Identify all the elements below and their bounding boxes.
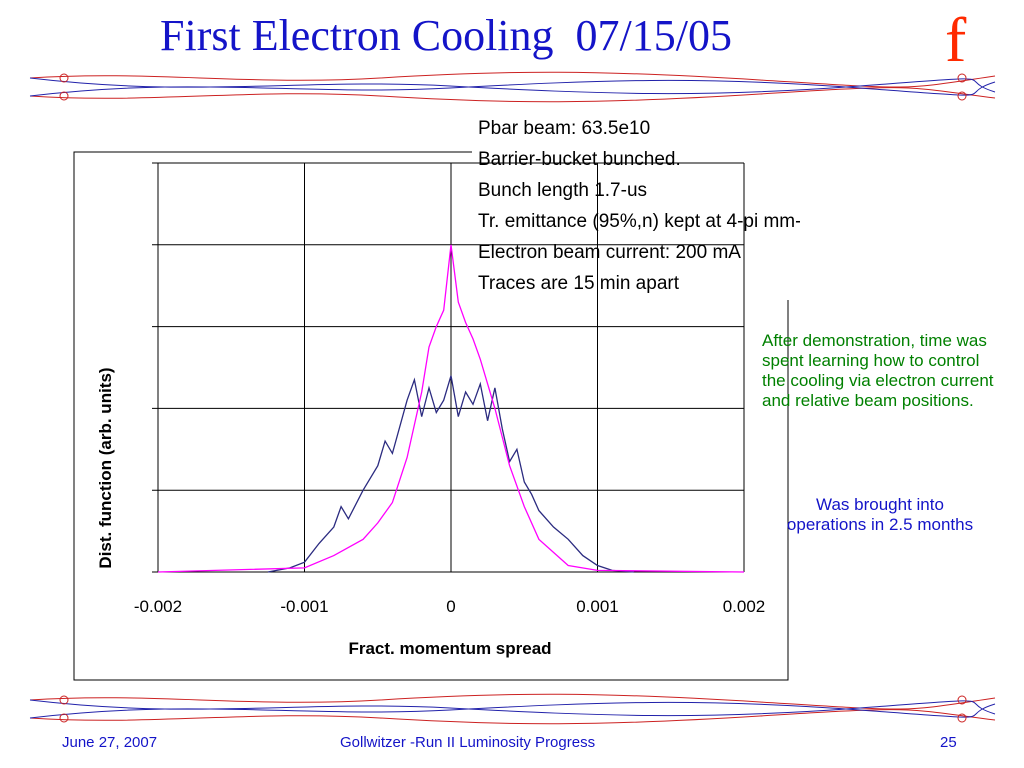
- x-tick-label: 0: [446, 597, 455, 616]
- series-line-1: [267, 375, 635, 573]
- annotation-line: Tr. emittance (95%,n) kept at 4-pi mm-mr…: [478, 211, 800, 232]
- annotation-line: Pbar beam: 63.5e10: [478, 118, 650, 139]
- x-tick-label: 0.001: [576, 597, 619, 616]
- x-tick-label: -0.002: [134, 597, 182, 616]
- annotation-line: Bunch length 1.7-us: [478, 180, 647, 201]
- annotation-mask: [472, 114, 792, 300]
- note-operations: Was brought into operations in 2.5 month…: [786, 495, 974, 534]
- annotation-line: Electron beam current: 200 mA: [478, 242, 741, 263]
- note-demonstration: After demonstration, time was spent lear…: [762, 331, 994, 410]
- decorative-orbit-rule-bottom: [29, 693, 996, 725]
- distribution-chart: -0.002 -0.001 0 0.001 0.002 Pbar beam: 63.5e…: [73, 114, 800, 681]
- annotation-line: Traces are 15 min apart: [478, 273, 680, 294]
- x-tick-label: 0.002: [723, 597, 766, 616]
- x-tick-label: -0.001: [280, 597, 328, 616]
- annotation-line: Barrier-bucket bunched.: [478, 149, 681, 170]
- slide-title: First Electron Cooling 07/15/05: [160, 11, 732, 60]
- chart-grid: [152, 162, 745, 573]
- page-number: 25: [940, 734, 957, 751]
- series-layer: [157, 244, 745, 573]
- footer-title: Gollwitzer -Run II Luminosity Progress: [340, 734, 596, 751]
- series-line-2: [157, 244, 745, 573]
- y-axis-label: Dist. function (arb. units): [96, 367, 115, 568]
- footer-date: June 27, 2007: [62, 734, 158, 751]
- x-axis-label: Fract. momentum spread: [348, 639, 551, 658]
- annotation-layer: Pbar beam: 63.5e10 Barrier-bucket bunched…: [478, 118, 800, 294]
- decorative-orbit-rule-top: [29, 71, 996, 103]
- fermilab-logo: f: [945, 4, 967, 75]
- x-tick-labels: -0.002 -0.001 0 0.001 0.002: [134, 597, 765, 616]
